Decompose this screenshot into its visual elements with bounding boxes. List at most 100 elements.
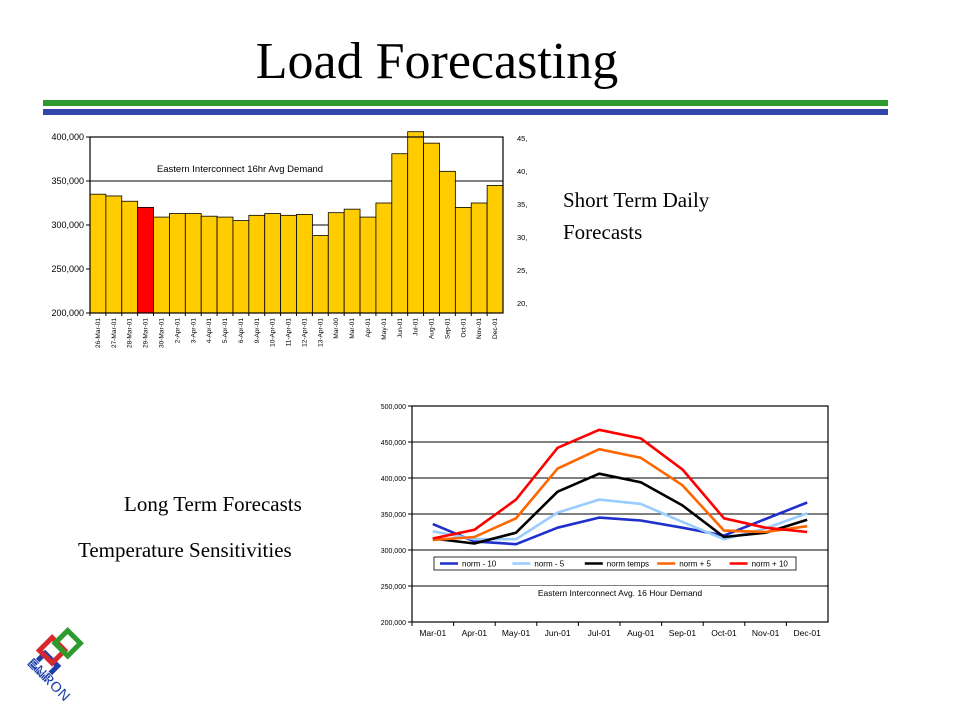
bar: [327, 212, 345, 314]
x-tick-label: 28-Mar-01: [127, 318, 134, 348]
y-tick-label: 300,000: [51, 220, 84, 230]
daily-demand-bar-chart: 200,000 250,000 300,000 350,000 400,000 26-Ma…: [51, 131, 527, 348]
slide-title: Load Forecasting: [255, 33, 619, 90]
x-tick-label: Aug-01: [627, 628, 655, 638]
chart-title-box: [520, 586, 720, 599]
bar: [343, 208, 361, 314]
x-tick-label: Mar-00: [333, 318, 340, 339]
bar: [454, 207, 472, 314]
y-tick-label: 450,000: [381, 440, 406, 447]
x-tick-label: 12-Apr-01: [301, 318, 308, 347]
series-line: [432, 447, 808, 542]
series-line: [432, 428, 808, 540]
x-tick-label: 5-Apr-01: [222, 318, 229, 344]
series-line: [432, 501, 808, 546]
y-tick-label: 200,000: [51, 308, 84, 318]
x-tick-label: 11-Apr-01: [286, 318, 293, 347]
x-tick-label: 10-Apr-01: [270, 318, 277, 347]
x-tick-label: Nov-01: [476, 318, 483, 339]
bar: [423, 142, 440, 314]
bar: [248, 214, 266, 314]
right-axis-tick-label: 30,: [517, 233, 527, 242]
bar: [216, 216, 234, 314]
x-tick-label: Apr-01: [462, 628, 488, 638]
bar: [311, 235, 329, 314]
bar: [200, 215, 218, 314]
right-axis-tick-label: 45,: [517, 134, 527, 143]
x-tick-label: Jun-01: [397, 318, 404, 338]
y-tick-label: 300,000: [381, 548, 406, 555]
y-tick-label: 400,000: [381, 476, 406, 483]
title-rule-green: [43, 100, 888, 106]
chart-title-box: [135, 162, 345, 176]
temperature-sensitivities-label: Temperature Sensitivities: [78, 538, 292, 562]
x-tick-label: Oct-01: [460, 318, 467, 338]
legend-label: norm - 10: [462, 560, 497, 569]
plot-frame: [89, 136, 504, 314]
legend-label: norm + 5: [679, 560, 711, 569]
bar: [137, 207, 154, 314]
right-axis-tick-label: 20,: [517, 299, 527, 308]
bar: [121, 200, 139, 314]
series-line: [432, 472, 808, 545]
plot-frame: [411, 405, 829, 623]
bar: [439, 170, 456, 314]
x-tick-label: 13-Apr-01: [317, 318, 324, 347]
legend-box: [433, 556, 797, 571]
y-tick-label: 350,000: [51, 176, 84, 186]
x-tick-label: Apr-01: [365, 318, 372, 338]
y-tick-label: 200,000: [381, 620, 406, 627]
monthly-demand-line-chart: 200,000 250,000 300,000 350,000 400,000 450,0…: [381, 404, 829, 638]
x-tick-label: Jun-01: [545, 628, 571, 638]
x-tick-label: Jul-01: [588, 628, 611, 638]
short-term-label-line2: Forecasts: [563, 220, 643, 244]
x-tick-label: May-01: [381, 318, 388, 340]
x-tick-label: Sep-01: [669, 628, 697, 638]
enron-logo: ENRON: [23, 627, 84, 704]
bar: [296, 214, 313, 314]
bar: [264, 213, 282, 314]
legend-label: norm temps: [607, 560, 649, 569]
legend-label: norm + 10: [752, 560, 789, 569]
bar: [407, 131, 424, 314]
bar: [105, 195, 123, 314]
x-tick-label: 3-Apr-01: [190, 318, 197, 344]
bar: [169, 213, 186, 314]
bar: [359, 216, 377, 314]
bar: [375, 202, 393, 314]
bar: [486, 185, 504, 314]
bar: [184, 213, 202, 314]
right-axis-tick-label: 25,: [517, 266, 527, 275]
x-tick-label: 6-Apr-01: [238, 318, 245, 344]
right-axis-tick-label: 35,: [517, 200, 527, 209]
title-rule-blue: [43, 109, 888, 115]
x-tick-label: Dec-01: [793, 628, 821, 638]
y-tick-label: 250,000: [51, 264, 84, 274]
y-tick-label: 350,000: [381, 512, 406, 519]
x-tick-label: May-01: [502, 628, 531, 638]
x-tick-label: Oct-01: [711, 628, 737, 638]
x-tick-label: 29-Mar-01: [143, 318, 150, 348]
short-term-label-line1: Short Term Daily: [563, 188, 710, 212]
bar: [391, 153, 409, 314]
x-tick-label: Aug-01: [429, 318, 436, 339]
x-tick-label: Jul-01: [413, 318, 420, 336]
x-tick-label: 26-Mar-01: [95, 318, 102, 348]
bar: [89, 193, 107, 314]
x-tick-label: Sep-01: [444, 318, 451, 339]
x-tick-label: Mar-01: [419, 628, 446, 638]
y-tick-label: 500,000: [381, 404, 406, 411]
x-tick-label: 30-Mar-01: [158, 318, 165, 348]
enron-logo-mark: [28, 627, 84, 683]
x-tick-label: 2-Apr-01: [174, 318, 181, 344]
bar: [153, 216, 170, 314]
chart-title: Eastern Interconnect 16hr Avg Demand: [157, 164, 323, 175]
y-tick-label: 250,000: [381, 584, 406, 591]
bar: [280, 214, 297, 314]
long-term-label: Long Term Forecasts: [124, 492, 302, 516]
right-axis-tick-label: 40,: [517, 167, 527, 176]
x-tick-label: Dec-01: [492, 318, 499, 339]
bar: [232, 220, 250, 314]
x-tick-label: Mar-01: [349, 318, 356, 339]
legend-label: norm - 5: [534, 560, 564, 569]
